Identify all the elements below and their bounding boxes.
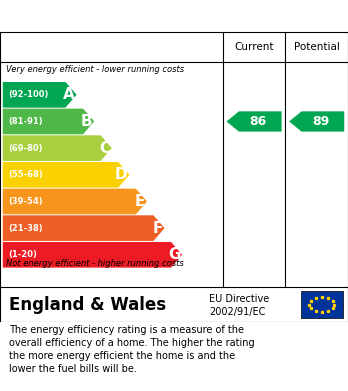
Text: E: E — [135, 194, 145, 209]
Text: C: C — [99, 141, 110, 156]
Text: Current: Current — [234, 42, 274, 52]
Text: EU Directive: EU Directive — [209, 294, 269, 304]
Text: B: B — [81, 114, 93, 129]
FancyBboxPatch shape — [0, 287, 348, 322]
Text: (39-54): (39-54) — [8, 197, 42, 206]
Polygon shape — [3, 188, 147, 214]
Text: (92-100): (92-100) — [8, 90, 48, 99]
Text: (55-68): (55-68) — [8, 170, 43, 179]
Text: (81-91): (81-91) — [8, 117, 42, 126]
Text: Not energy efficient - higher running costs: Not energy efficient - higher running co… — [6, 259, 184, 268]
Text: The energy efficiency rating is a measure of the
overall efficiency of a home. T: The energy efficiency rating is a measur… — [9, 325, 254, 374]
Text: (1-20): (1-20) — [8, 250, 37, 259]
Text: 86: 86 — [250, 115, 267, 128]
Text: 2002/91/EC: 2002/91/EC — [209, 307, 265, 317]
Text: Potential: Potential — [294, 42, 340, 52]
FancyBboxPatch shape — [301, 291, 343, 317]
Text: A: A — [63, 87, 75, 102]
Text: (21-38): (21-38) — [8, 224, 42, 233]
Polygon shape — [227, 111, 282, 132]
Polygon shape — [3, 82, 77, 108]
Polygon shape — [3, 162, 129, 188]
Text: (69-80): (69-80) — [8, 143, 42, 152]
Text: Energy Efficiency Rating: Energy Efficiency Rating — [9, 9, 219, 23]
Text: 89: 89 — [312, 115, 330, 128]
Text: F: F — [152, 221, 163, 236]
Text: G: G — [168, 247, 180, 262]
Polygon shape — [3, 215, 165, 241]
Text: D: D — [115, 167, 128, 182]
Text: Very energy efficient - lower running costs: Very energy efficient - lower running co… — [6, 65, 184, 74]
Polygon shape — [289, 111, 344, 132]
Polygon shape — [3, 242, 182, 267]
Polygon shape — [3, 135, 112, 161]
Text: England & Wales: England & Wales — [9, 296, 166, 314]
Polygon shape — [3, 109, 94, 134]
